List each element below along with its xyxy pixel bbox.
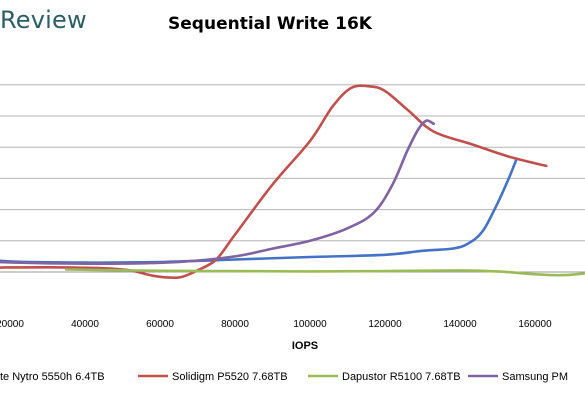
legend-label: Dapustor R5100 7.68TB bbox=[342, 371, 461, 383]
x-tick-label: 160000 bbox=[518, 319, 552, 330]
series-line-0 bbox=[0, 158, 518, 264]
brand-logo: Review bbox=[0, 6, 87, 34]
x-axis-ticks: 20000 40000 60000 80000 100000 120000 140000 16… bbox=[0, 319, 552, 330]
series-lines bbox=[0, 84, 585, 280]
series-line-1 bbox=[0, 84, 548, 280]
x-tick-label: 120000 bbox=[368, 319, 402, 330]
legend-label: te Nytro 5550h 6.4TB bbox=[0, 371, 105, 383]
legend-label: Samsung PM bbox=[502, 371, 568, 383]
x-tick-label: 140000 bbox=[443, 319, 477, 330]
chart-title: Sequential Write 16K bbox=[168, 14, 372, 34]
series-line-3 bbox=[0, 119, 436, 265]
x-axis-title: IOPS bbox=[292, 340, 318, 352]
legend: te Nytro 5550h 6.4TB Solidigm P5520 7.68T… bbox=[0, 371, 568, 383]
x-tick-label: 100000 bbox=[293, 319, 327, 330]
x-tick-label: 80000 bbox=[221, 319, 249, 330]
x-tick-label: 60000 bbox=[146, 319, 174, 330]
x-tick-label: 20000 bbox=[0, 319, 24, 330]
series-line-2 bbox=[65, 268, 585, 277]
x-tick-label: 40000 bbox=[71, 319, 99, 330]
legend-label: Solidigm P5520 7.68TB bbox=[172, 371, 288, 383]
